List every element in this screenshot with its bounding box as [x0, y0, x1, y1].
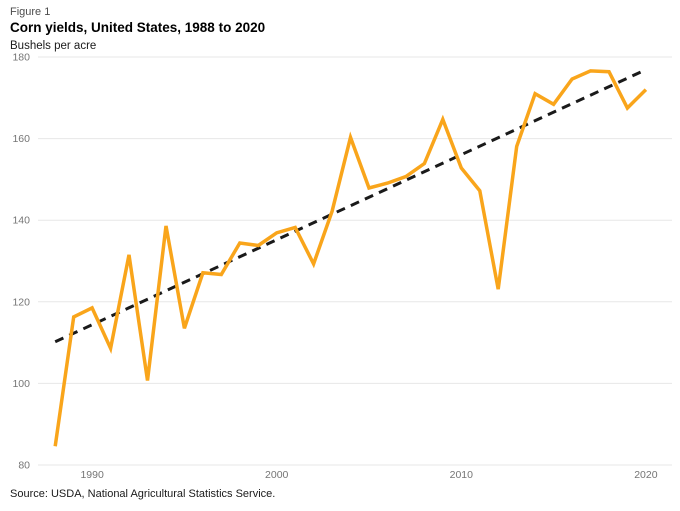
trend-dashed-line	[54, 68, 647, 344]
x-tick-label: 2010	[450, 469, 474, 481]
y-tick-label: 160	[12, 133, 30, 145]
corn-yield-line	[53, 69, 648, 447]
y-tick-label: 120	[12, 296, 30, 308]
source-note: Source: USDA, National Agricultural Stat…	[10, 488, 276, 500]
y-tick-label: 100	[12, 378, 30, 390]
x-tick-label: 1990	[80, 469, 104, 481]
figure-number-label: Figure 1	[10, 6, 51, 18]
y-tick-label: 80	[18, 460, 30, 472]
y-tick-label: 180	[12, 52, 30, 64]
chart-title: Corn yields, United States, 1988 to 2020	[10, 20, 266, 35]
x-tick-label: 2000	[265, 469, 289, 481]
y-tick-label: 140	[12, 215, 30, 227]
y-axis-units-label: Bushels per acre	[10, 40, 97, 52]
x-tick-label: 2020	[634, 469, 658, 481]
